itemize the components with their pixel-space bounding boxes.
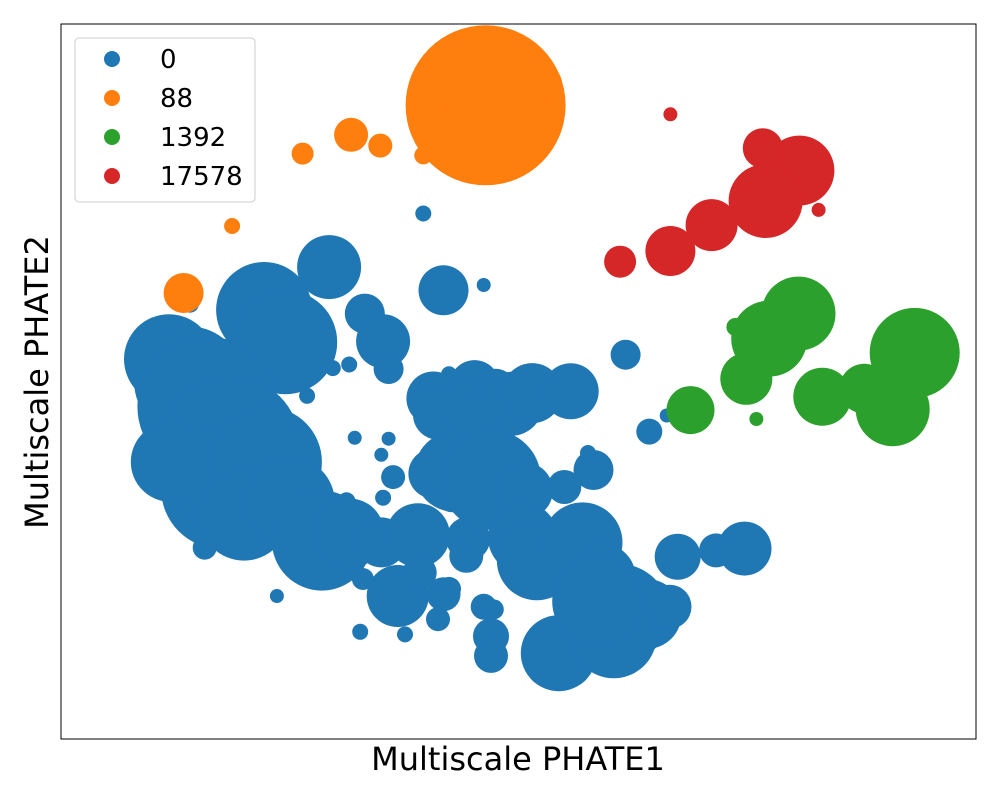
- point-17578-7: [663, 107, 678, 122]
- point-0-80: [337, 492, 356, 511]
- legend-marker-0: [104, 51, 120, 67]
- point-1392-7: [793, 367, 852, 426]
- point-0-82: [458, 525, 479, 546]
- point-0-78: [381, 465, 406, 490]
- legend-label-88: 88: [160, 84, 193, 114]
- point-1392-3: [726, 318, 745, 336]
- point-0-70: [351, 568, 374, 590]
- point-0-44: [496, 462, 553, 519]
- point-88-5: [368, 133, 393, 158]
- point-88-8: [224, 218, 241, 234]
- point-17578-4: [645, 226, 696, 276]
- point-1392-4: [666, 386, 715, 435]
- point-0-74: [397, 626, 413, 643]
- point-0-12: [636, 418, 663, 445]
- point-0-46: [573, 450, 614, 490]
- point-0-67: [437, 576, 461, 601]
- point-0-8: [341, 356, 358, 373]
- point-0-42: [449, 538, 484, 573]
- point-0-72: [192, 535, 217, 560]
- point-0-11: [610, 339, 641, 370]
- point-0-64: [483, 599, 504, 620]
- legend-marker-17578: [104, 168, 120, 184]
- legend-label-0: 0: [160, 45, 177, 75]
- point-88-1: [473, 42, 554, 123]
- plot-frame: [60, 23, 977, 740]
- legend-marker-88: [104, 90, 120, 106]
- point-0-69: [402, 555, 437, 590]
- plot-area: [124, 25, 960, 692]
- point-0-23: [130, 421, 211, 502]
- point-0-29: [385, 503, 450, 568]
- point-0-73: [352, 623, 369, 640]
- point-88-2: [526, 65, 563, 102]
- point-88-4: [334, 117, 369, 152]
- point-0-65: [426, 607, 450, 632]
- point-0-47: [580, 445, 596, 461]
- point-1392-10: [869, 307, 960, 398]
- y-axis-label: Multiscale PHATE2: [18, 235, 56, 529]
- point-0-55: [654, 533, 701, 580]
- point-0-54: [647, 584, 692, 629]
- point-0-79: [375, 489, 392, 506]
- point-0-71: [269, 589, 284, 603]
- point-0-76: [381, 431, 396, 446]
- point-0-77: [374, 447, 389, 462]
- point-0-60: [552, 556, 643, 647]
- point-17578-1: [728, 164, 803, 238]
- point-0-6: [373, 354, 404, 384]
- point-0-2: [476, 278, 491, 292]
- point-0-57: [717, 521, 772, 576]
- point-17578-5: [604, 245, 637, 278]
- point-0-0: [297, 235, 362, 300]
- point-88-9: [163, 273, 204, 313]
- series-1392: [666, 276, 960, 447]
- point-88-7: [414, 146, 433, 165]
- point-0-45: [547, 470, 582, 504]
- point-17578-2: [742, 128, 783, 169]
- legend: 0 88 1392 17578: [74, 37, 256, 203]
- point-0-5: [356, 314, 411, 369]
- series-0: [124, 205, 772, 692]
- point-0-1: [418, 265, 469, 316]
- point-0-9: [299, 387, 316, 404]
- series-88: [163, 25, 566, 313]
- point-0-36: [542, 363, 599, 420]
- x-axis-label: Multiscale PHATE1: [371, 740, 665, 778]
- series-17578: [604, 107, 835, 278]
- point-0-81: [170, 505, 187, 522]
- legend-marker-1392: [104, 129, 120, 145]
- point-88-6: [291, 142, 314, 165]
- point-0-62: [474, 638, 508, 673]
- point-17578-6: [811, 202, 826, 217]
- point-1392-2: [720, 352, 773, 405]
- point-88-3: [410, 91, 444, 126]
- legend-label-17578: 17578: [160, 162, 243, 192]
- point-1392-6: [749, 412, 764, 426]
- point-1392-5: [681, 418, 696, 433]
- legend-box: [74, 37, 256, 203]
- point-0-83: [415, 205, 432, 222]
- legend-label-1392: 1392: [160, 123, 226, 153]
- point-17578-3: [685, 199, 738, 252]
- point-0-75: [347, 430, 362, 445]
